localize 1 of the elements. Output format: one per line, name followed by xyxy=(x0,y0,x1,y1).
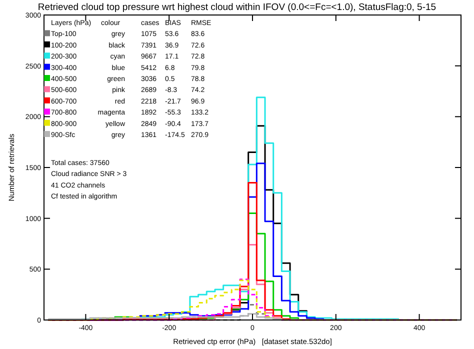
chart-title: Retrieved cloud top pressure wrt highest cloud within IFOV (0.0<=Fc=<1.0), StatusFlag:0, 5-15 xyxy=(38,2,436,13)
